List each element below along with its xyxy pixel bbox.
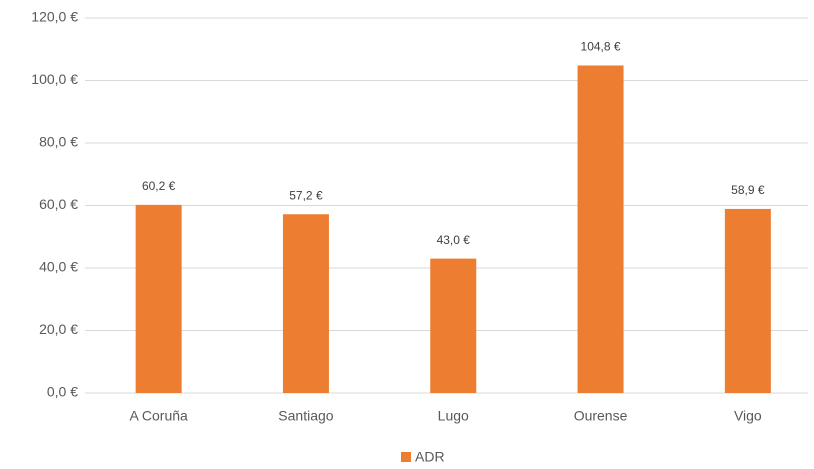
bar bbox=[430, 258, 477, 393]
x-tick-label: Vigo bbox=[734, 408, 762, 424]
y-tick-label: 20,0 € bbox=[39, 321, 78, 337]
y-tick-label: 60,0 € bbox=[39, 196, 78, 212]
y-tick-label: 100,0 € bbox=[31, 71, 78, 87]
y-tick-label: 0,0 € bbox=[47, 384, 78, 400]
data-label: 43,0 € bbox=[437, 233, 471, 247]
y-tick-label: 40,0 € bbox=[39, 259, 78, 275]
y-tick-label: 80,0 € bbox=[39, 134, 78, 150]
legend-label: ADR bbox=[415, 449, 445, 465]
bar bbox=[282, 214, 329, 393]
data-label: 60,2 € bbox=[142, 179, 176, 193]
bar bbox=[724, 208, 771, 393]
x-tick-label: Santiago bbox=[278, 408, 333, 424]
y-tick-label: 120,0 € bbox=[31, 9, 78, 25]
x-tick-label: Ourense bbox=[574, 408, 628, 424]
data-label: 57,2 € bbox=[289, 188, 323, 202]
x-tick-label: Lugo bbox=[438, 408, 469, 424]
data-label: 58,9 € bbox=[731, 183, 765, 197]
bar bbox=[135, 204, 182, 393]
data-label: 104,8 € bbox=[581, 40, 621, 54]
x-tick-label: A Coruña bbox=[129, 408, 188, 424]
legend-swatch bbox=[401, 452, 411, 462]
bar bbox=[577, 65, 624, 393]
